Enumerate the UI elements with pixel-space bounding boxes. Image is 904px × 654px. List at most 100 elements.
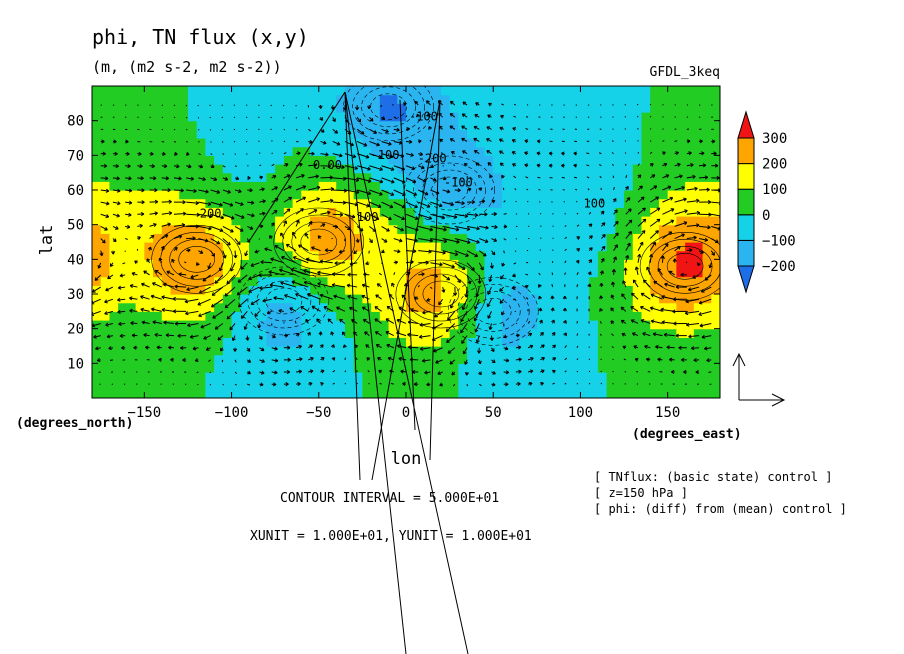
- flux-vector-head: [187, 248, 191, 253]
- flux-vector: [611, 333, 614, 336]
- flux-vector: [209, 104, 211, 107]
- field-cell: [379, 320, 390, 330]
- field-cell: [702, 103, 712, 113]
- field-cell: [440, 103, 451, 113]
- flux-vector-head: [462, 150, 466, 154]
- flux-vector: [598, 164, 602, 167]
- field-cell: [641, 268, 651, 278]
- field-cell: [275, 103, 285, 113]
- flux-vector-head: [489, 174, 493, 179]
- field-cell: [493, 181, 503, 191]
- flux-vector: [650, 294, 663, 300]
- field-cell: [275, 181, 285, 191]
- field-cell: [214, 311, 224, 321]
- field-cell: [283, 363, 294, 373]
- field-cell: [344, 120, 355, 130]
- field-cell: [580, 250, 590, 260]
- field-cell: [589, 216, 599, 226]
- field-cell: [536, 294, 547, 304]
- field-cell: [423, 346, 433, 356]
- field-cell: [624, 172, 634, 182]
- field-cell: [214, 198, 224, 208]
- flux-vector-head: [524, 151, 528, 156]
- field-cell: [493, 190, 503, 200]
- flux-vector: [418, 213, 432, 220]
- field-cell: [336, 268, 346, 278]
- field-cell: [100, 311, 111, 321]
- field-cell: [100, 138, 111, 148]
- field-cell: [388, 380, 398, 390]
- field-cell: [493, 250, 503, 260]
- flux-vector-head: [461, 266, 466, 270]
- field-cell: [554, 94, 564, 104]
- field-cell: [528, 103, 538, 113]
- field-cell: [397, 181, 407, 191]
- contour-line: [404, 155, 495, 225]
- field-cell: [632, 242, 643, 252]
- field-cell: [283, 311, 294, 321]
- flux-vector-head: [613, 256, 617, 261]
- flux-vector-head: [178, 176, 182, 181]
- flux-vector: [489, 323, 492, 330]
- field-cell: [606, 216, 616, 226]
- flux-vector-head: [402, 381, 406, 387]
- flux-vector-head: [668, 270, 673, 275]
- field-cell: [510, 94, 520, 104]
- field-cell: [580, 346, 590, 356]
- field-cell: [196, 190, 206, 200]
- flux-vector: [662, 116, 664, 118]
- field-cell: [231, 86, 241, 96]
- flux-vector-head: [485, 225, 489, 230]
- field-cell: [414, 242, 425, 252]
- field-cell: [536, 164, 547, 174]
- field-cell: [100, 276, 111, 286]
- field-cell: [589, 190, 599, 200]
- field-cell: [501, 138, 512, 148]
- field-cell: [205, 242, 215, 252]
- field-cell: [257, 389, 268, 398]
- field-cell: [92, 346, 102, 356]
- field-cell: [240, 164, 250, 174]
- flux-vector-head: [320, 357, 325, 361]
- flux-vector: [430, 250, 446, 254]
- flux-vector: [390, 382, 394, 385]
- field-cell: [257, 320, 268, 330]
- field-cell: [257, 242, 268, 252]
- field-cell: [571, 146, 582, 156]
- flux-vector: [454, 213, 468, 217]
- flux-vector: [332, 201, 346, 204]
- field-cell: [292, 380, 302, 390]
- field-cell: [109, 285, 119, 295]
- flux-vector-head: [369, 117, 374, 122]
- flux-vector: [478, 262, 484, 271]
- flux-vector: [259, 164, 262, 167]
- flux-vector-head: [656, 218, 661, 223]
- field-cell: [406, 224, 416, 234]
- field-cell: [510, 372, 520, 382]
- flux-vector-head: [666, 345, 670, 350]
- flux-vector-head: [158, 357, 162, 362]
- field-cell: [641, 242, 651, 252]
- flux-vector: [320, 260, 333, 264]
- field-cell: [458, 164, 468, 174]
- flux-vector: [474, 323, 480, 333]
- field-cell: [606, 311, 616, 321]
- field-cell: [144, 346, 154, 356]
- field-cell: [92, 224, 102, 234]
- field-cell: [283, 372, 294, 382]
- field-cell: [397, 103, 407, 113]
- field-cell: [606, 363, 616, 373]
- field-cell: [249, 112, 259, 122]
- field-cell: [597, 242, 608, 252]
- field-cell: [301, 250, 311, 260]
- field-cell: [571, 216, 582, 226]
- flux-vector-head: [529, 344, 534, 349]
- field-cell: [275, 216, 285, 226]
- field-cell: [275, 354, 285, 364]
- field-cell: [170, 372, 180, 382]
- field-cell: [406, 285, 416, 295]
- field-cell: [406, 268, 416, 278]
- field-cell: [109, 302, 119, 312]
- flux-vector: [125, 189, 132, 192]
- flux-vector-head: [486, 150, 491, 154]
